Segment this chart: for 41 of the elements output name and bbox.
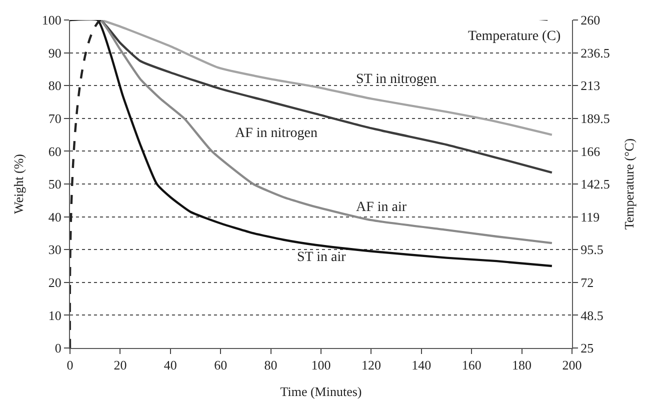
- y-tick-label: 90: [48, 45, 62, 60]
- y2-tick-label: 142.5: [580, 176, 610, 192]
- y2-tick-label: 166: [580, 144, 601, 159]
- x-tick-label: 200: [562, 358, 582, 373]
- x-tick-label: 0: [66, 358, 74, 373]
- x-tick-label: 140: [412, 358, 432, 373]
- x-tick-label: 120: [361, 358, 381, 373]
- x-tick-label: 40: [164, 358, 177, 373]
- y-tick-label: 30: [48, 242, 62, 258]
- x-tick-label: 180: [512, 358, 532, 373]
- y2-tick-label: 48.5: [580, 308, 604, 323]
- x-tick-label: 100: [311, 358, 331, 373]
- y2-tick-label: 189.5: [580, 110, 610, 126]
- series-label: Temperature (C): [468, 29, 562, 44]
- y2-tick-label: 95.5: [580, 242, 604, 258]
- series-label: ST in air: [297, 250, 346, 265]
- y2-axis-title: Temperature (°C): [621, 138, 636, 230]
- x-axis-title: Time (Minutes): [280, 384, 362, 400]
- x-tick-label: 60: [214, 358, 228, 373]
- y-tick-label: 10: [48, 308, 62, 323]
- y-tick-label: 50: [48, 176, 62, 192]
- series-label: AF in air: [356, 200, 407, 215]
- y2-tick-label: 119: [580, 209, 600, 224]
- y-tick-label: 100: [42, 12, 62, 28]
- x-tick-label: 80: [264, 358, 278, 373]
- y2-tick-label: 236.5: [580, 45, 610, 60]
- y-tick-label: 80: [48, 78, 62, 94]
- y-tick-label: 0: [54, 340, 62, 356]
- y2-tick-label: 72: [580, 274, 594, 290]
- y2-tick-label: 260: [580, 12, 600, 28]
- x-tick-label: 20: [114, 358, 127, 373]
- y-tick-label: 20: [48, 274, 62, 290]
- y2-tick-label: 25: [580, 340, 594, 356]
- series-label: AF in nitrogen: [235, 126, 318, 141]
- y-axis-title: Weight (%): [10, 154, 26, 214]
- y-tick-label: 70: [48, 110, 62, 126]
- y2-tick-label: 213: [580, 78, 600, 94]
- x-tick-label: 160: [462, 358, 482, 373]
- series-label: ST in nitrogen: [356, 72, 437, 87]
- y-tick-label: 40: [48, 209, 62, 224]
- y-tick-label: 60: [48, 144, 62, 159]
